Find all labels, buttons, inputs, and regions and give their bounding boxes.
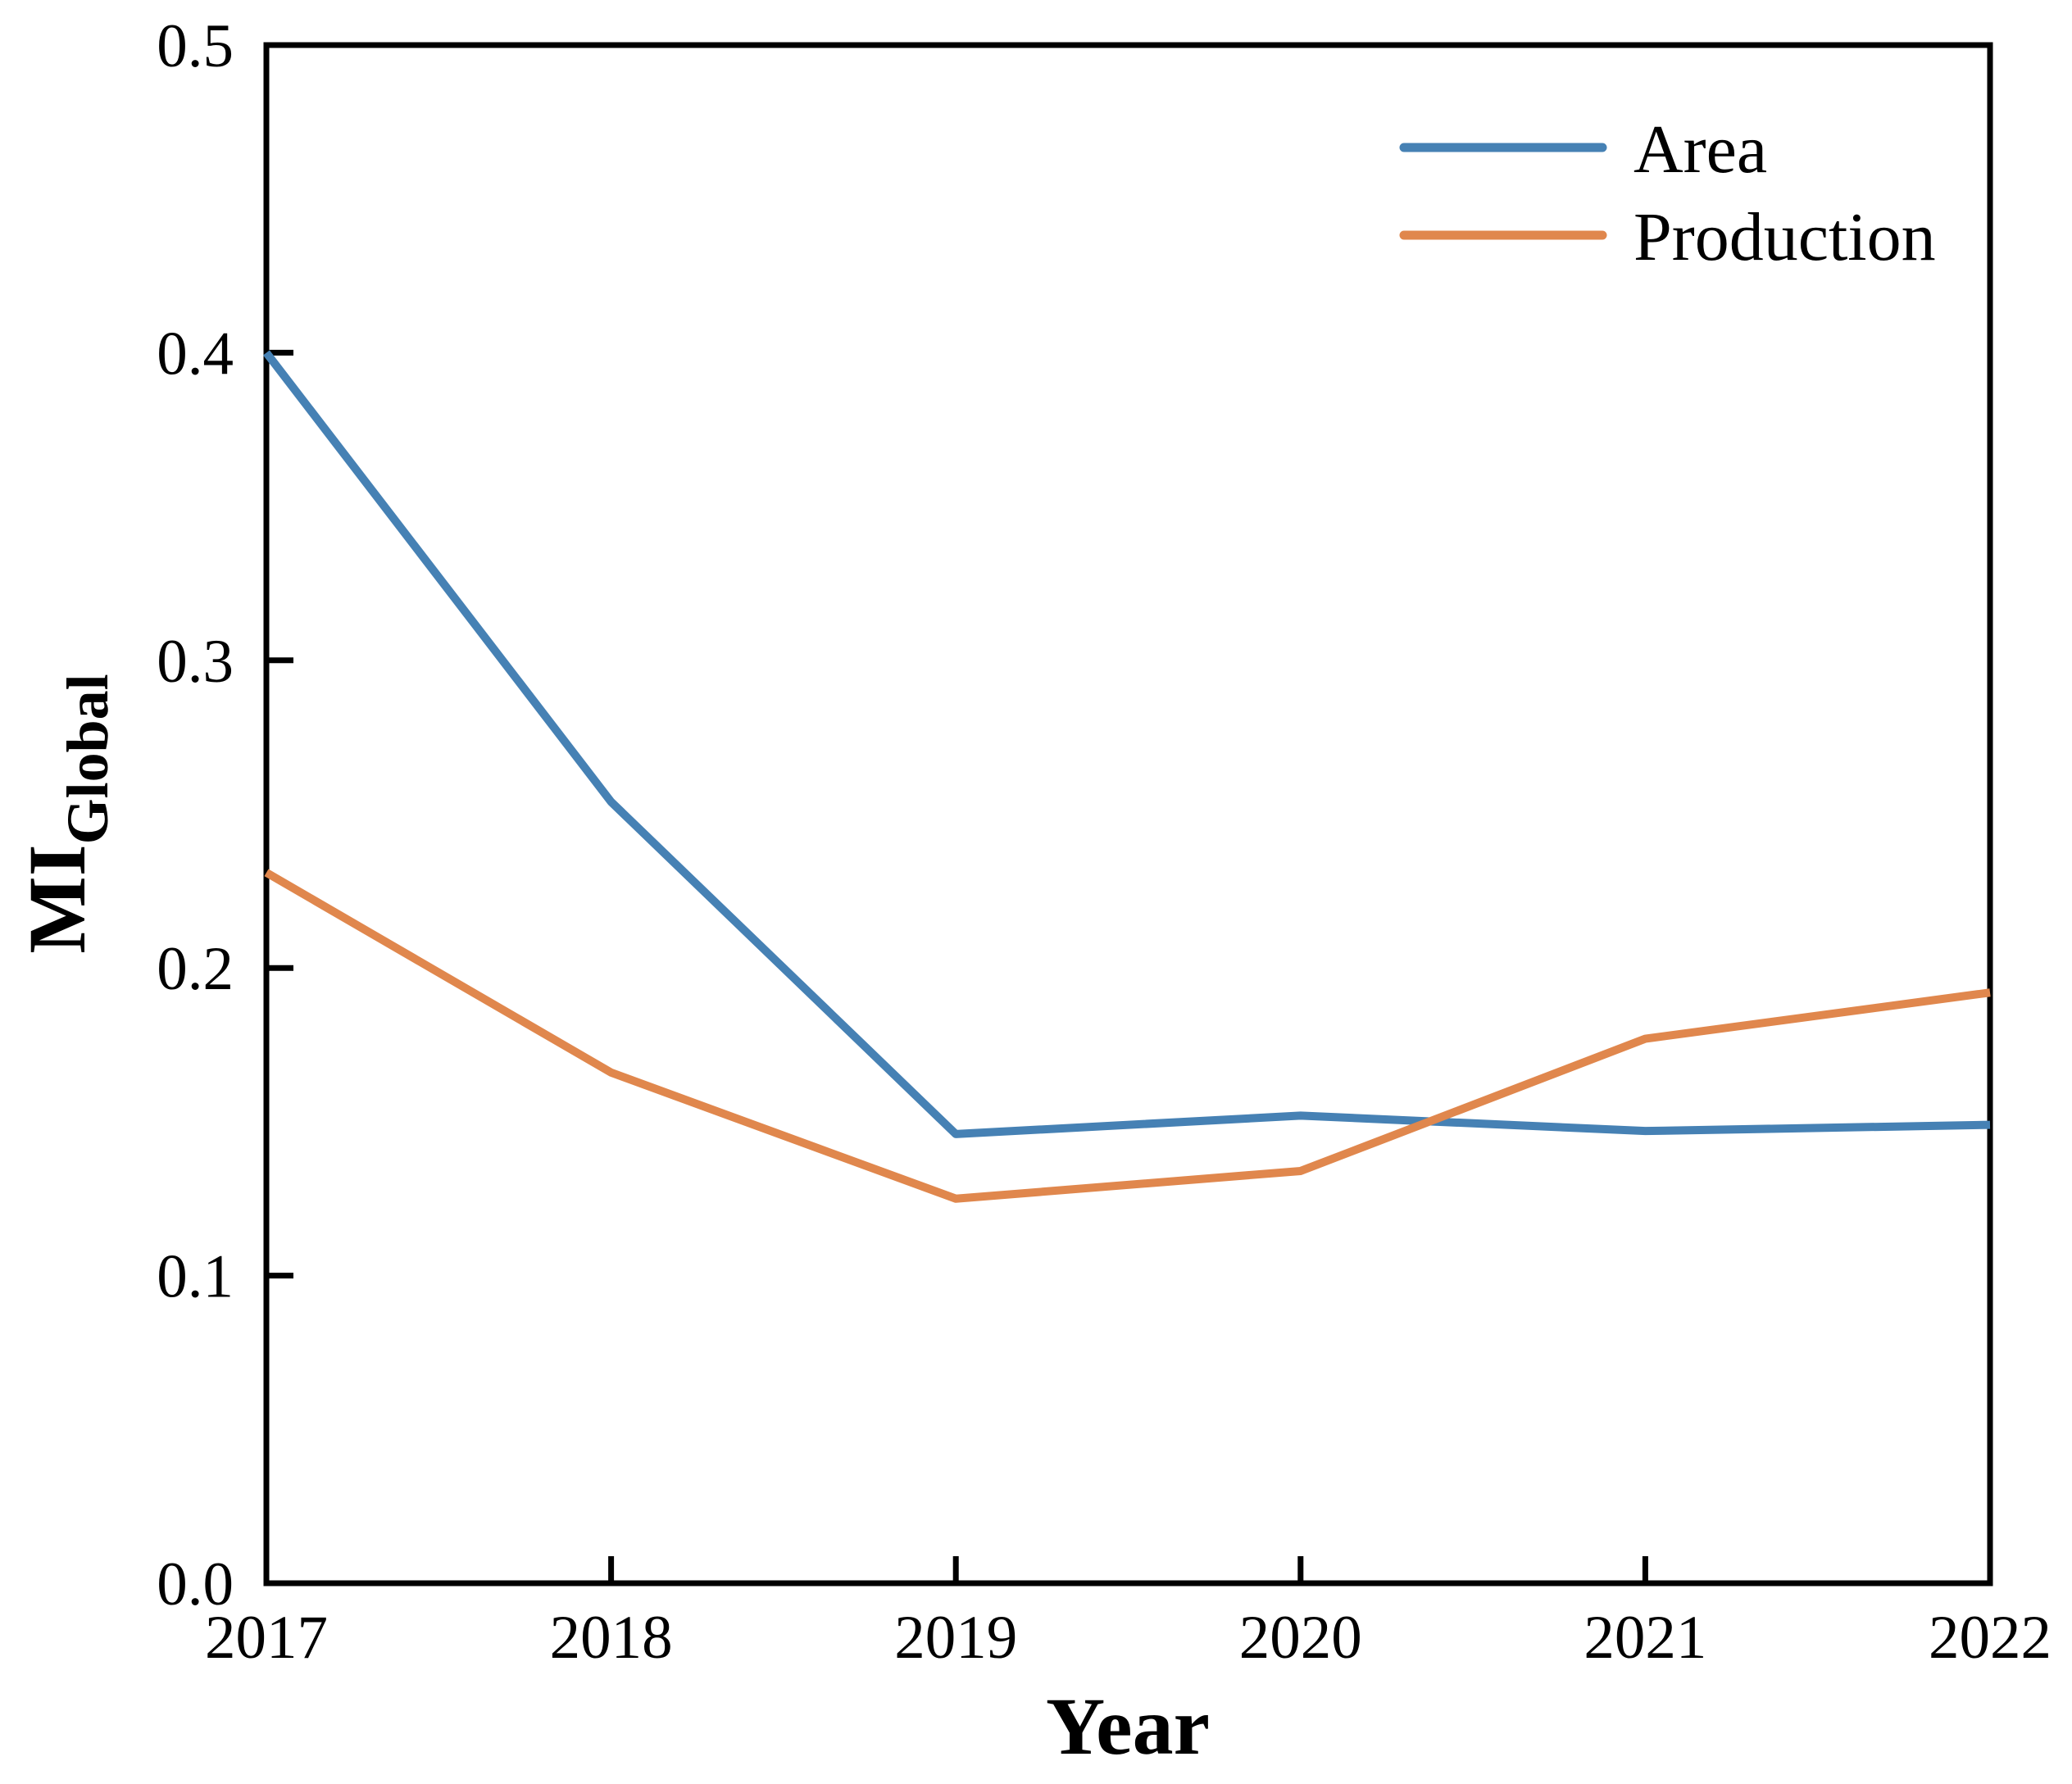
y-axis-title: MIGlobal (11, 674, 120, 953)
y-axis-title-subscript: Global (55, 674, 120, 844)
legend-area-label: Area (1634, 111, 1767, 188)
x-tick-label: 2018 (550, 1604, 673, 1672)
plot-area-border (263, 42, 1993, 1587)
y-tick-label: 0.4 (157, 320, 234, 388)
y-tick-label: 0.1 (157, 1243, 234, 1311)
production-series-line (264, 869, 1991, 1203)
y-tick-label: 0.3 (157, 628, 234, 696)
area-series-line (263, 350, 1991, 1138)
x-tick-label: 2022 (1929, 1604, 2052, 1672)
x-tick-label: 2019 (894, 1604, 1017, 1672)
series-lines (263, 350, 1991, 1203)
legend-production-label: Production (1634, 199, 1936, 275)
x-ticks (263, 1556, 1993, 1583)
y-ticks (266, 42, 293, 1587)
y-tick-label: 0.2 (157, 935, 234, 1003)
y-tick-labels: 0.0 0.1 0.2 0.3 0.4 0.5 (157, 12, 234, 1618)
legend: Area Production (1399, 111, 1936, 275)
y-tick-label: 0.0 (157, 1550, 234, 1618)
x-tick-label: 2017 (205, 1604, 328, 1672)
y-tick-label: 0.5 (157, 12, 234, 80)
x-axis-title: Year (1046, 1681, 1210, 1772)
x-tick-label: 2020 (1239, 1604, 1362, 1672)
x-tick-label: 2021 (1584, 1604, 1706, 1672)
y-axis-title-main: MI (11, 844, 102, 953)
x-tick-labels: 2017 2018 2019 2020 2021 2022 (205, 1604, 2052, 1672)
